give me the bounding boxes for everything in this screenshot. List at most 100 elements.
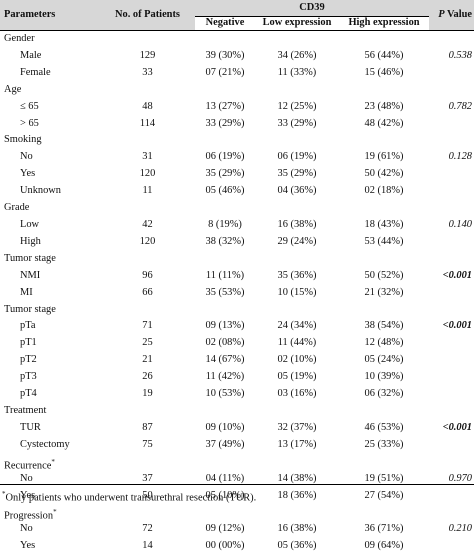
cell-patients: 19: [142, 388, 153, 400]
cell-high-expression: 19 (61%): [364, 151, 404, 163]
cell-negative: 8 (19%): [208, 219, 242, 230]
cell-low-expression: 11 (33%): [277, 66, 317, 78]
cell-negative: 39 (30%): [205, 49, 245, 61]
cell-low-expression: 04 (36%): [277, 185, 317, 197]
row-label: Male: [20, 49, 42, 61]
cell-high-expression: 25 (33%): [364, 438, 404, 450]
cell-negative: 13 (27%): [205, 100, 245, 112]
footnote: *Only patients who underwent transurethr…: [2, 488, 256, 504]
row-group-label-text: Progression: [4, 510, 54, 522]
cell-patients: 120: [139, 168, 156, 180]
header-high: High expression: [348, 17, 420, 28]
cell-high-expression: 10 (39%): [364, 371, 404, 383]
cell-patients: 42: [142, 219, 153, 230]
cell-negative: 37 (49%): [205, 438, 245, 450]
row-label: pT3: [20, 371, 37, 383]
row-group-label: Progression*: [4, 506, 57, 522]
cell-negative: 35 (29%): [205, 168, 245, 180]
row-group-label: Treatment: [4, 405, 47, 417]
cell-low-expression: 35 (29%): [277, 168, 317, 180]
cell-high-expression: 50 (42%): [364, 168, 404, 180]
header-pvalue-rest: Value: [444, 9, 472, 20]
cell-negative: 33 (29%): [205, 117, 245, 129]
cell-low-expression: 10 (15%): [277, 286, 317, 298]
cell-patients: 120: [139, 235, 156, 247]
row-group-label-text: Recurrence: [4, 460, 52, 472]
cell-high-expression: 19 (51%): [364, 472, 404, 484]
row-group-label: Gender: [4, 33, 35, 44]
cell-negative: 14 (67%): [205, 354, 245, 366]
row-label: ≤ 65: [20, 100, 39, 112]
cell-pvalue: 0.210: [448, 523, 472, 535]
row-group-label: Recurrence*: [4, 456, 55, 472]
row-group-label: Age: [4, 83, 22, 95]
cell-pvalue: 0.140: [448, 219, 472, 230]
cell-low-expression: 13 (17%): [277, 438, 317, 450]
cell-low-expression: 16 (38%): [277, 219, 317, 230]
cell-high-expression: 36 (71%): [364, 523, 404, 535]
cell-negative: 05 (10%): [205, 489, 245, 501]
cell-high-expression: 02 (18%): [364, 185, 404, 197]
cell-high-expression: 09 (64%): [364, 540, 404, 552]
cell-negative: 06 (19%): [205, 151, 245, 163]
cell-high-expression: 21 (32%): [364, 286, 404, 298]
cell-negative: 09 (12%): [205, 523, 245, 535]
cell-low-expression: 29 (24%): [277, 235, 317, 247]
cell-low-expression: 33 (29%): [277, 117, 317, 129]
row-label: Unknown: [20, 185, 61, 197]
cell-patients: 87: [142, 421, 153, 433]
row-label: Low: [20, 219, 40, 230]
cell-patients: 114: [139, 117, 156, 129]
footnote-ref: *: [53, 508, 57, 517]
cell-pvalue: 0.538: [448, 49, 472, 61]
row-label: MI: [20, 286, 33, 298]
cell-low-expression: 03 (16%): [277, 388, 317, 400]
header-negative: Negative: [205, 17, 245, 28]
cell-low-expression: 06 (19%): [277, 151, 317, 163]
cell-low-expression: 12 (25%): [277, 100, 317, 112]
footnote-ref: *: [51, 457, 55, 466]
header-band-cd39: [195, 0, 429, 16]
header-band-right: [429, 0, 474, 30]
header-patients: No. of Patients: [115, 9, 180, 20]
cell-low-expression: 16 (38%): [277, 523, 317, 535]
row-label: Cystectomy: [20, 438, 70, 450]
cell-high-expression: 53 (44%): [364, 235, 404, 247]
cell-low-expression: 32 (37%): [277, 421, 317, 433]
cell-high-expression: 12 (48%): [364, 337, 404, 349]
header-cd39: CD39: [299, 2, 325, 13]
row-label: Yes: [20, 168, 36, 180]
row-label: pT4: [20, 388, 37, 400]
cell-negative: 38 (32%): [205, 235, 245, 247]
cell-low-expression: 05 (19%): [277, 371, 317, 383]
cell-low-expression: 24 (34%): [277, 320, 317, 332]
cell-high-expression: 56 (44%): [364, 49, 404, 61]
cell-patients: 21: [142, 354, 153, 366]
cell-pvalue: 0.128: [448, 151, 472, 163]
cell-low-expression: 02 (10%): [277, 354, 317, 366]
table-bottom-rule: [0, 484, 474, 485]
header-pvalue: P Value: [420, 9, 472, 21]
cell-negative: 02 (08%): [205, 337, 245, 349]
cell-high-expression: 18 (43%): [364, 219, 404, 230]
cd39-underline: [195, 16, 429, 17]
header-band-left: [0, 0, 195, 30]
cell-patients: 66: [142, 286, 153, 298]
cell-negative: 07 (21%): [205, 66, 245, 78]
cell-patients: 11: [142, 185, 153, 197]
row-label: No: [20, 523, 33, 535]
cell-pvalue: <0.001: [442, 421, 472, 433]
cell-negative: 05 (46%): [205, 185, 245, 197]
cell-low-expression: 18 (36%): [277, 489, 317, 501]
row-label: pT2: [20, 354, 37, 366]
cell-high-expression: 46 (53%): [364, 421, 404, 433]
row-label: Yes: [20, 489, 36, 501]
row-label: High: [20, 235, 41, 247]
cell-patients: 71: [142, 320, 153, 332]
cell-negative: 35 (53%): [205, 286, 245, 298]
cell-high-expression: 27 (54%): [364, 489, 404, 501]
cell-negative: 04 (11%): [205, 472, 245, 484]
row-label: pT1: [20, 337, 37, 349]
row-group-label: Tumor stage: [4, 303, 56, 315]
cell-high-expression: 06 (32%): [364, 388, 404, 400]
